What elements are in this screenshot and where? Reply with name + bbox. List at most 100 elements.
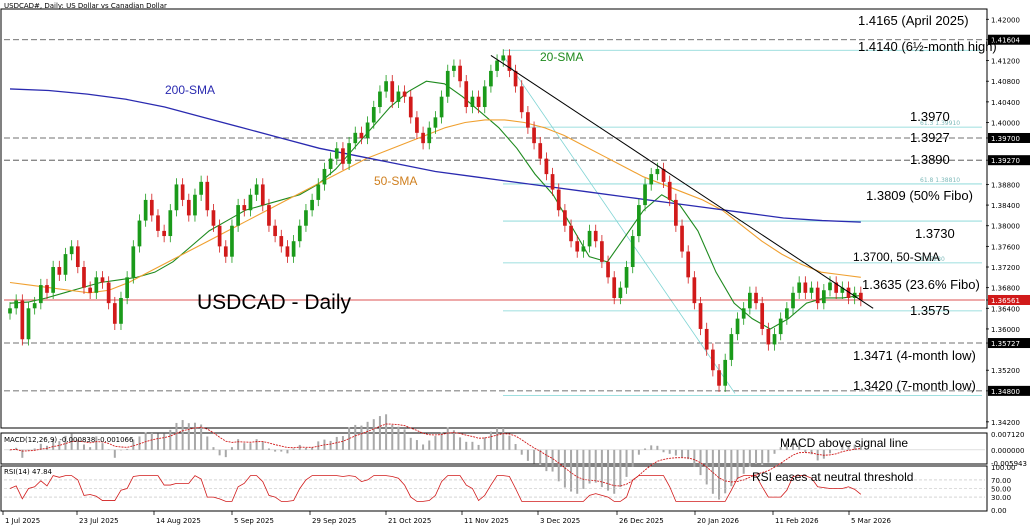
candle-body [815, 287, 820, 304]
x-tick-label: 5 Sep 2025 [234, 517, 274, 525]
candle-body [661, 168, 666, 182]
chart-title: USDCAD - Daily [197, 291, 352, 314]
candle-body [581, 246, 586, 252]
ma-line-200-sma [9, 88, 861, 223]
candle-body [698, 303, 703, 329]
macd-histogram-bar [15, 447, 18, 450]
candle-body [131, 246, 136, 278]
macd-histogram-bar [600, 449, 603, 488]
macd-histogram-bar [792, 438, 795, 450]
y-tick-label: 1.37600 [991, 243, 1020, 251]
candle-body [230, 225, 234, 257]
candle-body [211, 210, 216, 226]
macd-histogram-bar [687, 449, 690, 460]
candle-body [421, 132, 425, 144]
candle-body [260, 184, 265, 206]
rsi-note: RSI eases at neutral threshold [752, 470, 913, 484]
level-3700: 1.3700, 50-SMA [853, 250, 940, 264]
ma-line-20-sma [9, 80, 861, 330]
macd-histogram-bar [440, 432, 443, 450]
x-tick-label: 11 Nov 2025 [464, 517, 509, 525]
candle-body [803, 282, 808, 293]
macd-histogram-bar [52, 439, 55, 450]
candle-body [45, 285, 49, 293]
candle-body [526, 112, 530, 128]
candle-body [162, 230, 166, 237]
candle-body [834, 282, 839, 293]
candle-body [254, 184, 259, 195]
candle-body [655, 168, 660, 175]
macd-histogram-bar [465, 441, 468, 450]
candle-body [88, 287, 93, 293]
fibo-and-level-lines: 61.8 1.38810 61.3 1.39910 1.37280 [4, 39, 985, 396]
candle-body [519, 86, 524, 113]
macd-histogram-bar [798, 443, 801, 450]
candle-body [279, 236, 284, 247]
candle-body [563, 210, 567, 226]
candle-body [464, 81, 469, 108]
candle-body [723, 359, 728, 386]
candle-body [365, 122, 370, 138]
macd-histogram-bar [853, 444, 856, 450]
macd-histogram-bar [292, 448, 295, 450]
macd-histogram-bar [126, 448, 129, 450]
candle-body [359, 132, 364, 138]
candlesticks [8, 49, 863, 392]
macd-histogram-bar [366, 421, 369, 450]
candle-body [94, 277, 99, 293]
macd-histogram-bar [150, 432, 153, 450]
rsi-tick-label: 70.00 [991, 477, 1011, 485]
candle-body [852, 292, 857, 298]
time-axis: 1 Jul 2025 23 Jul 2025 14 Aug 2025 5 Sep 20… [2, 511, 891, 525]
macd-histogram-bar [650, 445, 653, 450]
macd-histogram-bar [372, 419, 375, 450]
candle-body [384, 81, 388, 92]
macd-histogram-bar [169, 429, 172, 450]
candle-body [341, 148, 345, 164]
candle-body [20, 300, 25, 340]
candle-body [544, 158, 549, 175]
candle-body [828, 282, 832, 291]
macd-histogram-bar [570, 449, 573, 492]
macd-histogram-bar [156, 433, 159, 450]
macd-histogram-bar [113, 449, 116, 458]
candle-body [741, 308, 746, 319]
macd-histogram-bar [576, 449, 579, 494]
macd-histogram-bar [656, 445, 659, 450]
y-tick-label: 1.39700 [991, 135, 1020, 143]
macd-histogram-bar [280, 449, 283, 452]
y-price-tag [988, 132, 1030, 143]
candle-body [119, 297, 123, 324]
candle-body [316, 184, 321, 200]
candle-body [482, 86, 487, 108]
candle-body [402, 91, 407, 97]
macd-histogram-bar [95, 436, 98, 450]
candle-body [840, 287, 845, 293]
candle-body [593, 230, 598, 242]
candle-body [821, 290, 826, 304]
candle-body [156, 215, 160, 231]
y-price-tag [988, 34, 1030, 45]
macd-histogram-bar [607, 449, 610, 491]
macd-histogram-bar [459, 437, 462, 450]
macd-histogram-bar [730, 449, 733, 487]
candle-body [791, 292, 795, 309]
macd-histogram-bar [286, 449, 289, 454]
level-3927: 1.3927 [910, 130, 950, 145]
macd-histogram-bar [625, 449, 628, 477]
macd-histogram-bar [471, 441, 474, 450]
macd-histogram-bar [335, 436, 338, 450]
y-tick-label: 1.36000 [991, 326, 1020, 334]
macd-histogram-bar [594, 449, 597, 483]
macd-histogram-bar [391, 424, 394, 450]
candle-body [501, 55, 506, 61]
candle-body [143, 199, 148, 221]
macd-histogram-bar [403, 429, 406, 450]
candle-body [125, 277, 129, 298]
macd-histogram-bar [132, 439, 135, 450]
macd-histogram-bar [619, 449, 622, 488]
candle-body [458, 65, 462, 82]
y-tick-label: 1.36400 [991, 305, 1020, 313]
candle-body [452, 65, 456, 71]
candle-body [273, 225, 277, 237]
